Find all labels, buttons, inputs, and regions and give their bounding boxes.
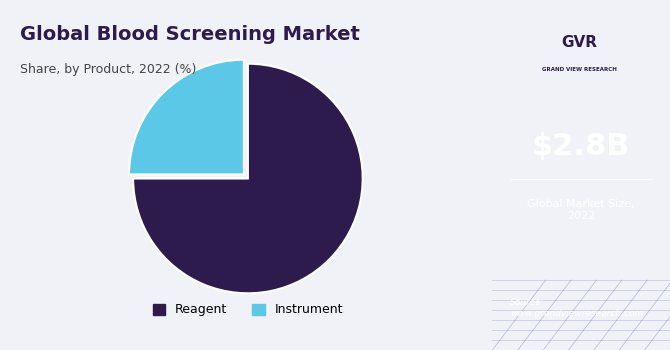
Text: $2.8B: $2.8B (532, 133, 630, 161)
Text: GVR: GVR (561, 35, 598, 50)
Wedge shape (129, 60, 244, 174)
Text: Share, by Product, 2022 (%): Share, by Product, 2022 (%) (20, 63, 196, 76)
Legend: Reagent, Instrument: Reagent, Instrument (147, 299, 348, 322)
Wedge shape (133, 64, 362, 293)
Text: Global Market Size,
2022: Global Market Size, 2022 (527, 199, 635, 221)
Text: GRAND VIEW RESEARCH: GRAND VIEW RESEARCH (542, 66, 617, 72)
Text: Global Blood Screening Market: Global Blood Screening Market (20, 25, 360, 43)
Text: Source:
www.grandviewresearch.com: Source: www.grandviewresearch.com (511, 298, 643, 318)
